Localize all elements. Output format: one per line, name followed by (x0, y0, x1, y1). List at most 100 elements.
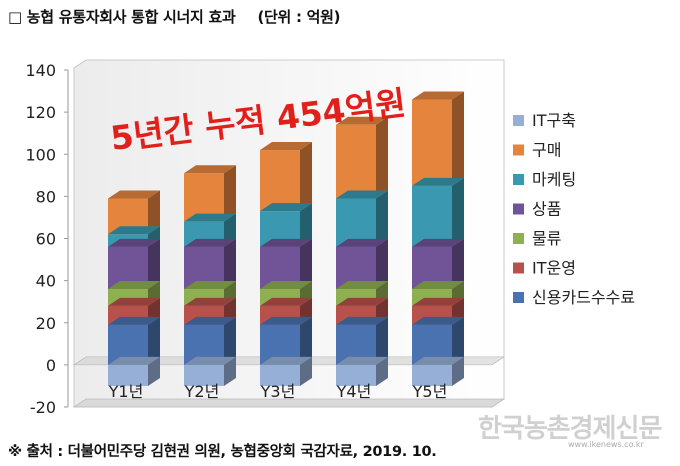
bar-segment-side (376, 116, 388, 199)
bar-segment-top (108, 190, 160, 199)
bar-Y1년 (108, 190, 160, 386)
source-note: ※ 출처 : 더불어민주당 김현권 의원, 농협중앙회 국감자료, 2019. … (8, 444, 437, 460)
bar-segment-top (108, 297, 160, 306)
bar-segment-side (300, 356, 312, 386)
bar-segment-top (336, 356, 388, 365)
bar-segment-top (260, 281, 312, 290)
bar-segment-top (184, 356, 236, 365)
legend-swatch (513, 144, 524, 156)
bar-segment-top (412, 356, 464, 365)
bar-segment-top (260, 238, 312, 247)
legend-label: 마케팅 (532, 170, 576, 189)
bar-segment-side (148, 190, 160, 235)
y-tick-label: -20 (30, 398, 56, 417)
bar-segment (108, 364, 148, 386)
y-tick-label: 80 (36, 187, 56, 206)
legend-swatch (513, 203, 524, 215)
y-tick-label: 120 (25, 103, 56, 122)
bar-segment-top (260, 297, 312, 306)
x-tick-label: Y3년 (260, 382, 296, 401)
bar-segment-top (184, 165, 236, 174)
bar-segment-top (184, 297, 236, 306)
legend-swatch (513, 262, 524, 274)
bar-Y3년 (260, 142, 312, 386)
legend-swatch (513, 174, 524, 185)
legend-swatch (513, 233, 524, 244)
bar-segment-side (452, 177, 464, 247)
bar-segment-side (376, 316, 388, 365)
bar-Y5년 (412, 91, 464, 386)
watermark-logo: 한국농촌경제신문 (478, 414, 662, 444)
bar-segment (336, 364, 376, 386)
bar-segment-side (224, 238, 236, 290)
bar-segment-top (108, 226, 160, 235)
bar-segment-top (108, 281, 160, 290)
y-tick-label: 60 (36, 230, 56, 249)
unit-label: (단위 : 억원) (257, 8, 341, 26)
plot-floor (72, 398, 506, 408)
bar-segment-side (300, 316, 312, 365)
bar-segment-side (376, 238, 388, 290)
y-tick-label: 140 (25, 61, 56, 80)
legend-label: IT구축 (532, 111, 576, 130)
bar-segment-top (336, 297, 388, 306)
bar-segment-top (412, 281, 464, 290)
bar-segment (412, 364, 452, 386)
x-tick-label: Y5년 (412, 382, 448, 401)
bar-segment-top (184, 213, 236, 222)
bar-segment-side (300, 142, 312, 212)
bar-segment (336, 124, 376, 199)
legend-label: 구매 (532, 141, 561, 160)
bar-segment-side (452, 316, 464, 365)
bar-segment (260, 150, 300, 212)
bar-segment-top (260, 142, 312, 151)
bar-segment-top (108, 356, 160, 365)
legend-swatch (513, 115, 524, 126)
bar-segment-side (224, 316, 236, 365)
bar-Y4년 (336, 116, 388, 386)
legend-label: 신용카드수수료 (532, 288, 635, 307)
bar-segment-side (300, 203, 312, 247)
bar-segment-side (300, 238, 312, 290)
bar-segment-top (336, 281, 388, 290)
y-tick-label: 20 (36, 314, 56, 333)
bar-segment-top (184, 281, 236, 290)
bar-segment-side (452, 238, 464, 290)
bar-segment (336, 198, 376, 247)
bar-Y2년 (184, 165, 236, 386)
bar-segment (412, 185, 452, 247)
bar-segment (184, 173, 224, 222)
x-tick-label: Y1년 (108, 382, 144, 401)
bar-segment-top (260, 203, 312, 212)
y-tick-label: 0 (46, 356, 56, 375)
bar-segment-top (412, 297, 464, 306)
bar-segment-top (108, 238, 160, 247)
legend-swatch (513, 292, 524, 303)
bar-segment-side (376, 356, 388, 386)
bar-segment-top (336, 190, 388, 199)
bar-segment (412, 99, 452, 186)
bar-segment-side (148, 356, 160, 386)
watermark-url: www.ikenews.co.kr (568, 440, 644, 449)
x-tick-label: Y2년 (184, 382, 220, 401)
bar-segment-top (336, 316, 388, 325)
bar-segment-side (148, 316, 160, 365)
bar-segment-top (412, 316, 464, 325)
bar-segment-top (336, 116, 388, 125)
bar-segment-side (452, 91, 464, 186)
bar-segment-side (224, 165, 236, 222)
bar-segment-top (108, 316, 160, 325)
bar-segment-side (224, 213, 236, 247)
bar-segment-side (148, 238, 160, 290)
bar-segment-side (452, 356, 464, 386)
x-tick-label: Y4년 (336, 382, 372, 401)
legend-label: 물류 (532, 229, 561, 248)
legend-label: IT운영 (532, 259, 576, 278)
bar-segment-side (376, 190, 388, 247)
y-tick-label: 40 (36, 272, 56, 291)
bar-segment-top (412, 238, 464, 247)
bar-segment (260, 364, 300, 386)
bar-segment-top (184, 316, 236, 325)
bar-segment-top (260, 316, 312, 325)
